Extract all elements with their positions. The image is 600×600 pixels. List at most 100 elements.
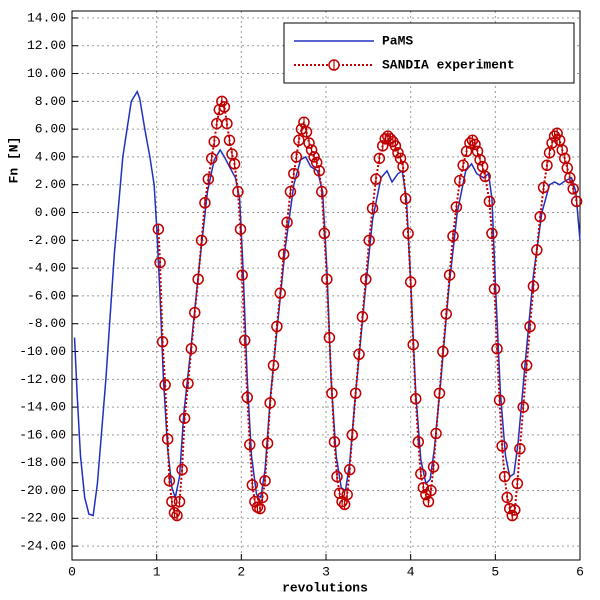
y-tick-label: -16.00 bbox=[19, 427, 66, 442]
plot-frame bbox=[71, 10, 581, 561]
marker bbox=[323, 331, 336, 344]
marker bbox=[290, 151, 303, 163]
marker bbox=[216, 95, 228, 108]
marker bbox=[228, 158, 241, 170]
marker bbox=[264, 397, 276, 409]
x-tick-label: 5 bbox=[491, 564, 499, 579]
marker bbox=[493, 394, 506, 406]
y-tick-label: 2.00 bbox=[35, 177, 66, 192]
marker bbox=[392, 147, 404, 159]
marker bbox=[244, 438, 256, 451]
marker bbox=[531, 244, 543, 256]
y-tick-label: -22.00 bbox=[19, 511, 66, 526]
marker bbox=[534, 210, 546, 223]
marker bbox=[281, 216, 293, 229]
marker bbox=[498, 470, 511, 483]
marker bbox=[486, 227, 498, 240]
marker bbox=[185, 342, 198, 355]
marker bbox=[236, 269, 248, 281]
marker bbox=[238, 334, 251, 347]
marker bbox=[514, 443, 526, 455]
marker bbox=[483, 195, 496, 208]
marker bbox=[407, 338, 419, 351]
y-tick-label: -10.00 bbox=[19, 344, 66, 359]
marker bbox=[274, 287, 287, 299]
marker bbox=[527, 280, 540, 292]
marker bbox=[415, 468, 427, 480]
x-tick-label: 2 bbox=[237, 564, 245, 579]
marker bbox=[353, 348, 365, 361]
marker bbox=[192, 273, 204, 285]
marker bbox=[520, 359, 533, 372]
marker bbox=[427, 461, 440, 473]
marker bbox=[300, 126, 313, 138]
marker bbox=[331, 470, 343, 483]
marker bbox=[404, 276, 417, 288]
marker bbox=[221, 117, 233, 130]
legend-label: SANDIA experiment bbox=[382, 57, 515, 72]
y-tick-label: -4.00 bbox=[27, 261, 66, 276]
marker bbox=[326, 387, 338, 399]
x-tick-label: 3 bbox=[322, 564, 330, 579]
x-tick-label: 4 bbox=[407, 564, 415, 579]
marker bbox=[397, 160, 409, 173]
marker bbox=[454, 174, 466, 187]
marker bbox=[399, 192, 412, 205]
marker bbox=[168, 506, 181, 519]
marker bbox=[349, 387, 362, 399]
marker bbox=[195, 234, 208, 247]
marker bbox=[360, 273, 372, 285]
marker bbox=[430, 427, 442, 440]
marker bbox=[570, 195, 583, 208]
marker bbox=[443, 269, 456, 281]
marker bbox=[509, 504, 521, 516]
marker bbox=[308, 151, 320, 163]
x-tick-label: 6 bbox=[576, 564, 584, 579]
marker bbox=[343, 463, 356, 476]
marker bbox=[284, 185, 297, 198]
marker bbox=[254, 502, 266, 515]
y-tick-label: 4.00 bbox=[35, 149, 66, 164]
marker bbox=[564, 172, 576, 184]
marker bbox=[412, 436, 425, 448]
marker bbox=[246, 479, 259, 491]
marker bbox=[501, 491, 513, 504]
marker bbox=[363, 234, 375, 247]
marker bbox=[176, 463, 188, 476]
y-tick-label: -8.00 bbox=[27, 316, 66, 331]
marker bbox=[517, 401, 530, 413]
marker bbox=[409, 393, 422, 405]
marker bbox=[316, 185, 328, 198]
marker bbox=[450, 201, 463, 213]
marker bbox=[234, 223, 247, 235]
y-tick-label: -24.00 bbox=[19, 539, 66, 554]
marker bbox=[173, 495, 186, 508]
marker bbox=[152, 223, 165, 235]
marker bbox=[479, 170, 491, 183]
y-axis-label: Fn [N] bbox=[6, 137, 21, 184]
y-tick-label: -12.00 bbox=[19, 372, 66, 387]
marker bbox=[156, 336, 169, 348]
y-tick-label: -2.00 bbox=[27, 233, 66, 248]
marker bbox=[241, 391, 254, 404]
marker bbox=[422, 495, 435, 508]
y-tick-label: -18.00 bbox=[19, 455, 66, 470]
legend-box bbox=[283, 22, 575, 84]
marker bbox=[506, 509, 519, 522]
marker bbox=[346, 429, 358, 441]
marker bbox=[171, 509, 183, 522]
marker bbox=[433, 387, 446, 399]
marker bbox=[402, 227, 414, 240]
y-tick-label: -20.00 bbox=[19, 483, 66, 498]
marker bbox=[370, 173, 382, 185]
marker bbox=[208, 135, 220, 148]
marker bbox=[496, 440, 508, 452]
marker bbox=[261, 437, 274, 450]
marker bbox=[440, 308, 452, 320]
marker bbox=[537, 181, 550, 194]
y-tick-label: 0.00 bbox=[35, 205, 66, 220]
marker bbox=[321, 273, 333, 285]
y-tick-label: 12.00 bbox=[27, 38, 66, 53]
